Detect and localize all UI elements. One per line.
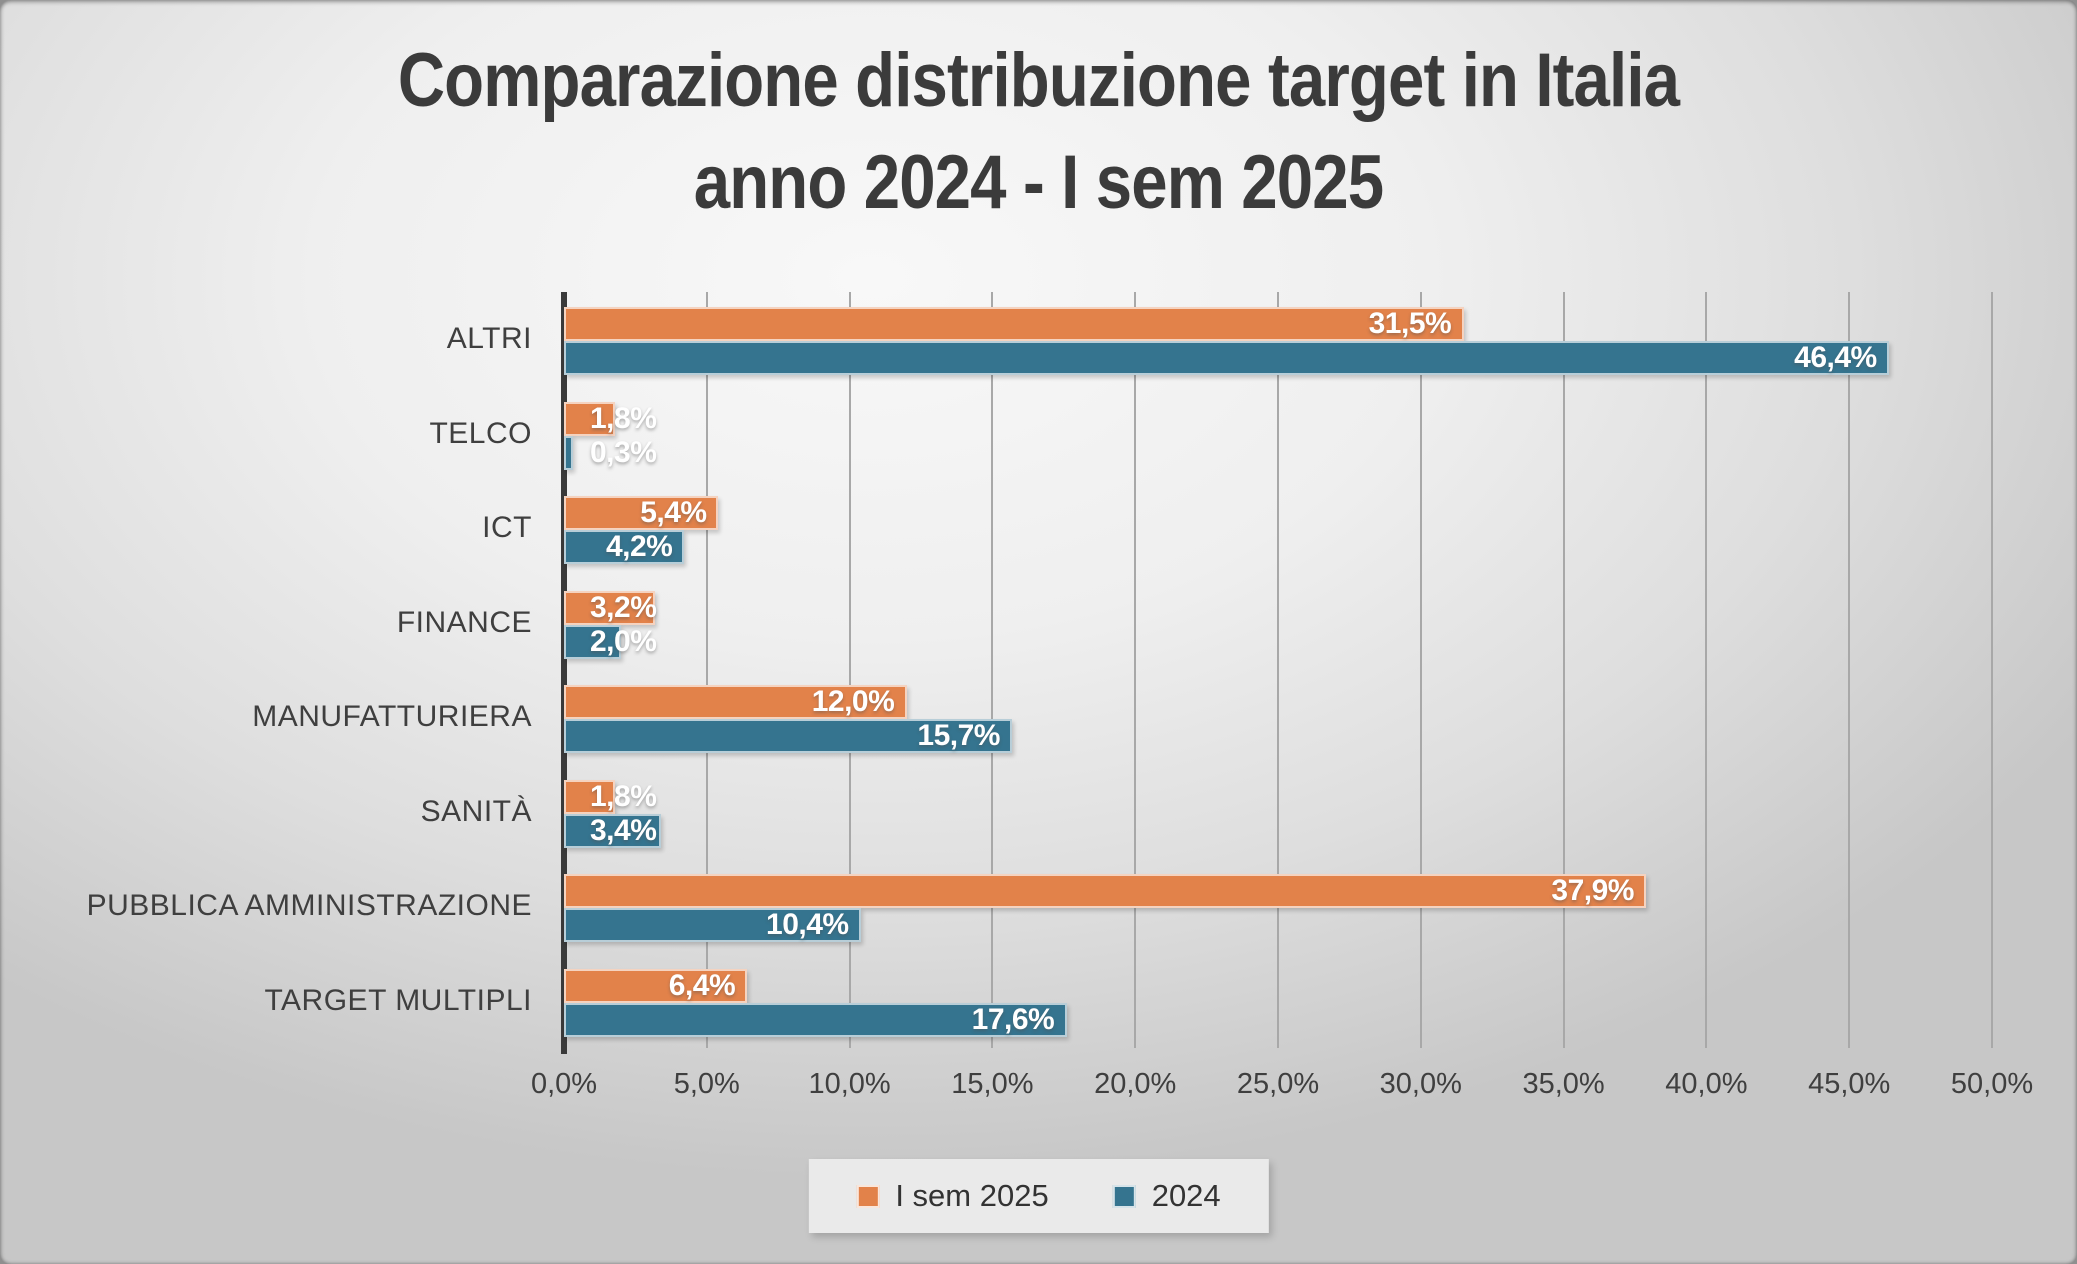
- bar-2024-sanità: [564, 813, 662, 848]
- bar-2024-manufatturiera: [564, 719, 1013, 753]
- data-label: 31,5%: [1368, 307, 1452, 340]
- data-label: 15,7%: [917, 719, 1000, 752]
- x-tick-label: 45,0%: [1808, 1068, 1891, 1100]
- category-label-pubblica-amministrazione: PUBBLICA AMMINISTRAZIONE: [86, 889, 532, 923]
- bar-2024-target-multipli: [564, 1002, 1067, 1037]
- x-tick-label: 0,0%: [530, 1068, 598, 1100]
- gridline-20: [1134, 292, 1137, 1048]
- chart-title-line2: anno 2024 - I sem 2025: [693, 140, 1384, 225]
- legend-label: 2024: [1151, 1178, 1221, 1213]
- x-tick-label: 5,0%: [673, 1068, 740, 1100]
- data-label: 6,4%: [668, 968, 736, 1002]
- data-label: 12,0%: [811, 685, 895, 718]
- data-label: 46,4%: [1794, 341, 1877, 374]
- gridline-25: [1277, 292, 1279, 1048]
- data-label: 0,3%: [590, 435, 657, 469]
- category-label-target-multipli: TARGET MULTIPLI: [264, 983, 532, 1017]
- legend-swatch-icon: [856, 1184, 880, 1208]
- bar-i-sem-2025-telco: [564, 401, 616, 436]
- gridline-45: [1848, 292, 1851, 1048]
- bar-i-sem-2025-manufatturiera: [564, 685, 907, 719]
- bar-i-sem-2025-sanità: [564, 779, 616, 814]
- bar-2024-telco: [564, 435, 573, 470]
- y-axis-line: [561, 292, 567, 1054]
- bar-i-sem-2025-altri: [564, 307, 1464, 341]
- gridline-15: [991, 292, 994, 1048]
- gridline-40: [1705, 292, 1708, 1048]
- bar-i-sem-2025-pubblica-amministrazione: [564, 874, 1647, 908]
- x-tick-label: 20,0%: [1094, 1068, 1177, 1100]
- chart-title-line1: Comparazione distribuzione target in Ita…: [397, 38, 1680, 123]
- bar-i-sem-2025-ict: [564, 496, 719, 530]
- gridline-35: [1562, 292, 1565, 1048]
- x-tick-label: 40,0%: [1665, 1068, 1748, 1100]
- chart-legend: I sem 2025 2024: [808, 1159, 1269, 1233]
- legend-swatch-icon: [1112, 1184, 1136, 1208]
- legend-entry-i-sem-2025: I sem 2025: [856, 1178, 1049, 1214]
- category-label-telco: TELCO: [429, 416, 532, 450]
- bar-2024-pubblica-amministrazione: [564, 908, 862, 942]
- legend-entry-2024: 2024: [1112, 1178, 1221, 1214]
- data-label: 2,0%: [590, 624, 657, 658]
- bar-i-sem-2025-finance: [564, 590, 656, 625]
- data-label: 37,9%: [1551, 874, 1634, 907]
- data-label: 3,2%: [590, 590, 657, 624]
- bar-2024-finance: [564, 624, 622, 659]
- data-label: 1,8%: [590, 401, 657, 435]
- x-tick-label: 30,0%: [1379, 1068, 1462, 1100]
- gridline-50: [1991, 292, 1993, 1048]
- gridline-10: [848, 292, 851, 1048]
- data-label: 5,4%: [640, 496, 707, 529]
- category-label-sanità: SANITÀ: [420, 794, 532, 828]
- legend-label: I sem 2025: [895, 1178, 1049, 1213]
- data-label: 3,4%: [590, 813, 657, 847]
- bar-2024-ict: [564, 530, 684, 564]
- data-label: 4,2%: [605, 530, 673, 563]
- category-label-ict: ICT: [482, 511, 532, 545]
- category-label-altri: ALTRI: [446, 322, 532, 356]
- data-label: 10,4%: [766, 908, 849, 941]
- category-label-manufatturiera: MANUFATTURIERA: [252, 700, 532, 734]
- x-tick-label: 25,0%: [1236, 1068, 1320, 1100]
- gridline-5: [705, 292, 708, 1048]
- x-tick-label: 10,0%: [808, 1068, 891, 1100]
- category-label-finance: FINANCE: [396, 605, 532, 639]
- gridline-30: [1419, 292, 1422, 1048]
- bar-i-sem-2025-target-multipli: [564, 968, 747, 1003]
- x-tick-label: 50,0%: [1950, 1068, 2034, 1100]
- chart-title: Comparazione distribuzione target in Ita…: [145, 30, 1931, 234]
- data-label: 17,6%: [971, 1002, 1055, 1036]
- x-tick-label: 35,0%: [1522, 1068, 1605, 1100]
- x-tick-label: 15,0%: [951, 1068, 1034, 1100]
- data-label: 1,8%: [590, 779, 657, 813]
- bar-2024-altri: [564, 341, 1890, 375]
